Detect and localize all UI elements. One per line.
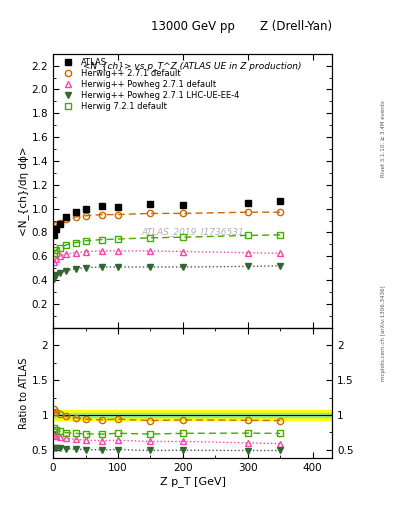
Herwig++ Powheg 2.7.1 default	[64, 251, 68, 257]
Herwig++ Powheg 2.7.1 default	[180, 248, 185, 254]
ATLAS	[245, 200, 250, 206]
Herwig++ 2.7.1 default	[116, 211, 120, 218]
Herwig 7.2.1 default	[245, 232, 250, 239]
Text: <N_{ch}> vs p_T^Z (ATLAS UE in Z production): <N_{ch}> vs p_T^Z (ATLAS UE in Z product…	[83, 62, 302, 71]
Herwig++ Powheg 2.7.1 LHC-UE-EE-4	[278, 263, 283, 269]
ATLAS	[278, 199, 283, 205]
Herwig 7.2.1 default	[278, 232, 283, 238]
Herwig++ 2.7.1 default	[245, 209, 250, 215]
ATLAS	[148, 201, 153, 207]
Herwig++ Powheg 2.7.1 default	[99, 248, 104, 254]
Herwig++ 2.7.1 default	[52, 225, 57, 231]
Legend: ATLAS, Herwig++ 2.7.1 default, Herwig++ Powheg 2.7.1 default, Herwig++ Powheg 2.: ATLAS, Herwig++ 2.7.1 default, Herwig++ …	[55, 56, 241, 113]
Herwig++ Powheg 2.7.1 default	[57, 253, 62, 260]
Herwig++ Powheg 2.7.1 LHC-UE-EE-4	[52, 276, 57, 282]
Herwig++ 2.7.1 default	[99, 211, 104, 218]
Herwig++ Powheg 2.7.1 default	[116, 248, 120, 254]
Line: ATLAS: ATLAS	[51, 198, 283, 238]
Herwig++ 2.7.1 default	[148, 210, 153, 217]
Text: Rivet 3.1.10, ≥ 3.4M events: Rivet 3.1.10, ≥ 3.4M events	[381, 100, 386, 177]
ATLAS	[83, 205, 88, 211]
Herwig 7.2.1 default	[54, 247, 59, 253]
Herwig++ Powheg 2.7.1 default	[54, 255, 59, 262]
Line: Herwig++ 2.7.1 default: Herwig++ 2.7.1 default	[51, 209, 283, 231]
Line: Herwig++ Powheg 2.7.1 default: Herwig++ Powheg 2.7.1 default	[51, 248, 283, 265]
Herwig++ Powheg 2.7.1 LHC-UE-EE-4	[64, 267, 68, 273]
Herwig++ 2.7.1 default	[64, 216, 68, 222]
Text: Z (Drell-Yan): Z (Drell-Yan)	[260, 20, 332, 33]
Herwig++ Powheg 2.7.1 default	[148, 248, 153, 254]
ATLAS	[54, 226, 59, 232]
Herwig++ Powheg 2.7.1 LHC-UE-EE-4	[116, 264, 120, 270]
Herwig++ 2.7.1 default	[54, 222, 59, 228]
Herwig++ Powheg 2.7.1 default	[245, 250, 250, 256]
Text: mcplots.cern.ch [arXiv:1306.3436]: mcplots.cern.ch [arXiv:1306.3436]	[381, 285, 386, 380]
Herwig++ Powheg 2.7.1 LHC-UE-EE-4	[245, 263, 250, 269]
ATLAS	[64, 214, 68, 220]
X-axis label: Z p_T [GeV]: Z p_T [GeV]	[160, 476, 226, 487]
ATLAS	[57, 221, 62, 227]
Herwig++ Powheg 2.7.1 default	[83, 248, 88, 254]
Line: Herwig 7.2.1 default: Herwig 7.2.1 default	[51, 232, 283, 256]
Text: 13000 GeV pp: 13000 GeV pp	[151, 20, 235, 33]
Herwig++ Powheg 2.7.1 default	[73, 250, 78, 256]
Herwig++ Powheg 2.7.1 LHC-UE-EE-4	[180, 264, 185, 270]
Herwig++ Powheg 2.7.1 LHC-UE-EE-4	[83, 265, 88, 271]
ATLAS	[116, 204, 120, 210]
Herwig 7.2.1 default	[99, 237, 104, 243]
Herwig 7.2.1 default	[52, 250, 57, 256]
Herwig 7.2.1 default	[73, 240, 78, 246]
Y-axis label: <N_{ch}/dη dϕ>: <N_{ch}/dη dϕ>	[18, 146, 29, 236]
Herwig++ Powheg 2.7.1 default	[278, 250, 283, 257]
Herwig 7.2.1 default	[83, 238, 88, 244]
Herwig++ Powheg 2.7.1 LHC-UE-EE-4	[99, 264, 104, 270]
Herwig 7.2.1 default	[64, 242, 68, 248]
ATLAS	[52, 232, 57, 238]
Herwig++ Powheg 2.7.1 LHC-UE-EE-4	[54, 272, 59, 279]
Herwig++ Powheg 2.7.1 LHC-UE-EE-4	[73, 266, 78, 272]
Herwig++ Powheg 2.7.1 LHC-UE-EE-4	[148, 264, 153, 270]
Herwig++ Powheg 2.7.1 LHC-UE-EE-4	[57, 270, 62, 276]
Herwig 7.2.1 default	[180, 234, 185, 240]
Herwig++ 2.7.1 default	[73, 214, 78, 220]
ATLAS	[99, 203, 104, 209]
ATLAS	[73, 209, 78, 215]
Y-axis label: Ratio to ATLAS: Ratio to ATLAS	[19, 357, 29, 429]
Herwig++ 2.7.1 default	[83, 212, 88, 219]
ATLAS	[180, 202, 185, 208]
Herwig++ 2.7.1 default	[57, 220, 62, 226]
Herwig++ 2.7.1 default	[180, 210, 185, 217]
Herwig 7.2.1 default	[148, 234, 153, 241]
Text: ATLAS_2019_I1736531: ATLAS_2019_I1736531	[141, 227, 244, 237]
Herwig++ 2.7.1 default	[278, 209, 283, 215]
Herwig 7.2.1 default	[116, 236, 120, 242]
Herwig 7.2.1 default	[57, 245, 62, 251]
Line: Herwig++ Powheg 2.7.1 LHC-UE-EE-4: Herwig++ Powheg 2.7.1 LHC-UE-EE-4	[51, 263, 283, 282]
Herwig++ Powheg 2.7.1 default	[52, 259, 57, 265]
